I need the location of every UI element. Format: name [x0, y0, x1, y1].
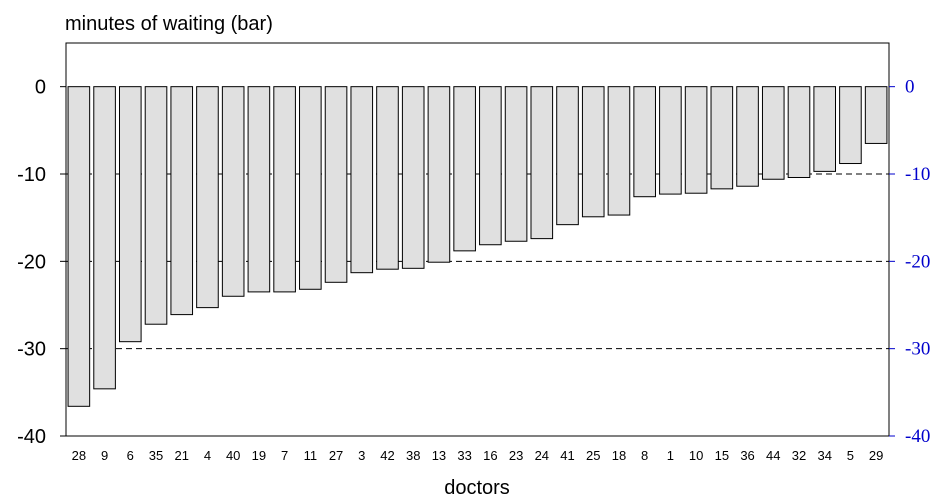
x-tick-label: 24 — [535, 448, 549, 463]
left-tick-label: -40 — [17, 426, 46, 448]
x-tick-label: 13 — [432, 448, 446, 463]
plot-frame — [65, 42, 890, 437]
x-tick-label: 5 — [847, 448, 854, 463]
left-tick-label: -10 — [17, 164, 46, 186]
bar-40 — [221, 86, 245, 297]
x-tick-label: 28 — [72, 448, 86, 463]
x-axis-label: doctors — [444, 477, 510, 499]
x-tick-label: 25 — [586, 448, 600, 463]
x-tick-label: 7 — [281, 448, 288, 463]
bar-7 — [273, 86, 296, 293]
x-tick-label: 21 — [175, 448, 189, 463]
left-y-axis: 0 -10 -20 -30 -40 — [17, 77, 66, 448]
bar-1 — [659, 86, 682, 195]
bar-28 — [67, 86, 91, 407]
bar-29 — [864, 86, 888, 144]
bar-13 — [427, 86, 451, 263]
x-tick-label: 3 — [358, 448, 365, 463]
right-tick-label: -10 — [905, 164, 930, 185]
bar-10 — [684, 86, 708, 194]
x-tick-label: 16 — [483, 448, 497, 463]
x-tick-label: 32 — [792, 448, 806, 463]
x-tick-label: 36 — [740, 448, 754, 463]
bar-35 — [144, 86, 168, 325]
right-y-axis: 0 -10 -20 -30 -40 — [889, 77, 930, 447]
x-tick-label: 38 — [406, 448, 420, 463]
bar-44 — [761, 86, 785, 180]
bar-38 — [401, 86, 425, 269]
right-tick-label: -30 — [905, 339, 930, 360]
left-tick-label: 0 — [35, 77, 46, 99]
x-tick-label: 4 — [204, 448, 211, 463]
x-tick-label: 9 — [101, 448, 108, 463]
x-tick-label: 34 — [817, 448, 831, 463]
x-tick-label: 42 — [380, 448, 394, 463]
bar-19 — [247, 86, 271, 293]
right-tick-label: -40 — [905, 426, 930, 447]
bar-3 — [350, 86, 374, 274]
x-tick-label: 18 — [612, 448, 626, 463]
right-tick-label: -20 — [905, 251, 930, 272]
x-tick-label: 44 — [766, 448, 780, 463]
x-tick-label: 10 — [689, 448, 703, 463]
x-tick-label: 19 — [252, 448, 266, 463]
bar-15 — [710, 86, 734, 190]
x-tick-label: 41 — [560, 448, 574, 463]
bar-42 — [376, 86, 399, 270]
x-tick-label: 1 — [667, 448, 674, 463]
bars — [67, 86, 888, 407]
right-tick-label: 0 — [905, 77, 915, 98]
x-tick-label: 15 — [715, 448, 729, 463]
x-tick-label: 8 — [641, 448, 648, 463]
x-tick-label: 29 — [869, 448, 883, 463]
bar-16 — [479, 86, 502, 246]
left-tick-label: -30 — [17, 339, 46, 361]
bar-18 — [607, 86, 631, 216]
bar-5 — [839, 86, 862, 165]
bar-32 — [787, 86, 811, 178]
bar-24 — [530, 86, 554, 240]
chart-title: minutes of waiting (bar) — [65, 13, 273, 35]
bar-36 — [736, 86, 759, 187]
bar-6 — [118, 86, 142, 343]
bar-4 — [196, 86, 219, 309]
x-tick-label: 6 — [127, 448, 134, 463]
bar-11 — [299, 86, 322, 290]
x-tick-label: 23 — [509, 448, 523, 463]
x-axis: 28 9 6 35 21 4 40 19 7 11 27 3 42 38 13 33 16 23 24 41 25 18 8… — [72, 448, 884, 463]
bar-23 — [504, 86, 528, 242]
bar-9 — [93, 86, 116, 390]
x-tick-label: 11 — [304, 448, 318, 463]
x-tick-label: 27 — [329, 448, 343, 463]
bar-33 — [453, 86, 476, 252]
bar-25 — [581, 86, 605, 218]
bar-41 — [556, 86, 579, 226]
x-tick-label: 33 — [457, 448, 471, 463]
bar-27 — [324, 86, 348, 283]
left-tick-label: -20 — [17, 251, 46, 273]
x-tick-label: 40 — [226, 448, 240, 463]
bar-8 — [633, 86, 656, 198]
bar-34 — [813, 86, 837, 172]
bar-21 — [170, 86, 194, 316]
x-tick-label: 35 — [149, 448, 163, 463]
